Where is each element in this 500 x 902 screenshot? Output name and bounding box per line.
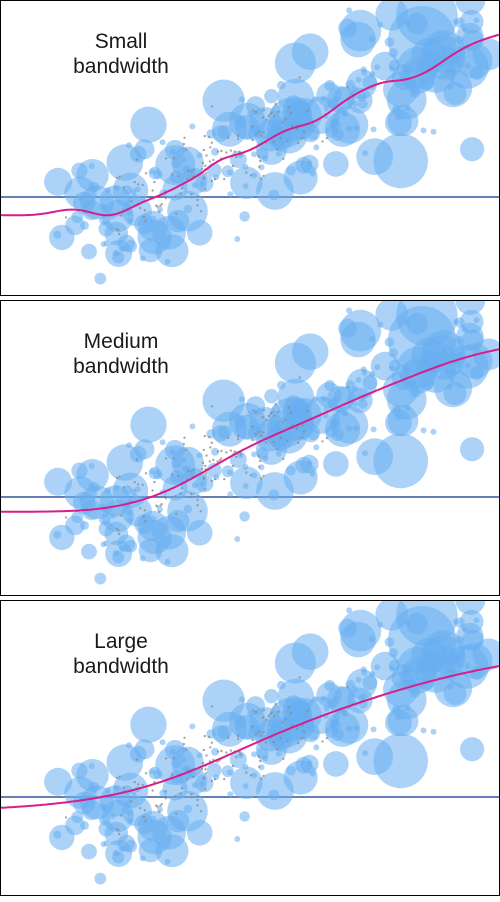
panel-large: Large bandwidth <box>0 600 500 896</box>
panel-title-small: Small bandwidth <box>41 29 201 79</box>
panel-title-medium: Medium bandwidth <box>41 329 201 379</box>
panel-title-large: Large bandwidth <box>41 629 201 679</box>
panel-small: Small bandwidth <box>0 0 500 296</box>
panel-medium: Medium bandwidth <box>0 300 500 596</box>
chart-panels: Small bandwidth Medium bandwidth Large ban… <box>0 0 500 896</box>
